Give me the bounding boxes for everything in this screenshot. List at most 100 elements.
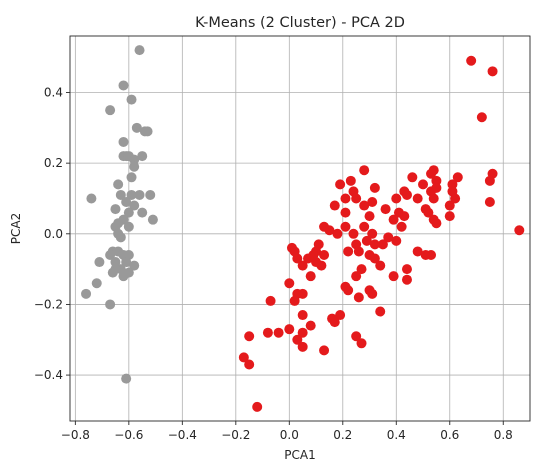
data-point xyxy=(118,80,129,91)
y-axis-ticks: −0.4 −0.2 0.0 0.2 0.4 xyxy=(34,86,70,382)
y-axis-label: PCA2 xyxy=(9,213,23,244)
data-point xyxy=(289,246,300,257)
x-tick-label: 0.8 xyxy=(494,428,513,442)
data-point xyxy=(367,288,378,299)
data-point xyxy=(484,197,495,208)
data-point xyxy=(375,260,386,271)
data-point xyxy=(319,221,330,232)
data-point xyxy=(426,168,437,179)
data-point xyxy=(134,45,145,56)
data-point xyxy=(332,228,343,239)
x-tick-label: 0.2 xyxy=(333,428,352,442)
data-point xyxy=(126,94,137,105)
y-tick-label: 0.0 xyxy=(44,227,63,241)
data-point xyxy=(303,253,314,264)
data-point xyxy=(359,200,370,211)
data-point xyxy=(284,278,295,289)
data-point xyxy=(142,126,153,137)
data-point xyxy=(359,221,370,232)
data-point xyxy=(369,253,380,264)
data-point xyxy=(418,179,429,190)
x-axis-ticks: −0.8 −0.6 −0.4 −0.2 0.0 0.2 0.4 0.6 0.8 xyxy=(61,421,513,442)
data-point xyxy=(86,193,97,204)
data-point xyxy=(265,295,276,306)
data-point xyxy=(340,221,351,232)
data-point xyxy=(431,218,442,229)
data-point xyxy=(105,105,116,116)
x-tick-label: −0.4 xyxy=(168,428,197,442)
data-point xyxy=(81,288,92,299)
data-point xyxy=(289,295,300,306)
data-point xyxy=(514,225,525,236)
data-point xyxy=(129,260,140,271)
data-point xyxy=(407,172,418,183)
data-point xyxy=(447,179,458,190)
data-point xyxy=(361,235,372,246)
data-point xyxy=(292,334,303,345)
data-point xyxy=(484,175,495,186)
chart-title: K-Means (2 Cluster) - PCA 2D xyxy=(195,15,405,31)
data-point xyxy=(351,331,362,342)
data-point xyxy=(105,249,116,260)
data-point xyxy=(412,246,423,257)
data-point xyxy=(305,320,316,331)
data-point xyxy=(340,207,351,218)
data-point xyxy=(137,151,148,162)
x-tick-label: −0.2 xyxy=(221,428,250,442)
x-tick-label: 0.0 xyxy=(280,428,299,442)
data-point xyxy=(353,292,364,303)
data-point xyxy=(273,327,284,338)
grid xyxy=(70,36,530,421)
data-point xyxy=(356,338,367,349)
data-point xyxy=(353,246,364,257)
data-point xyxy=(107,267,118,278)
data-point xyxy=(147,214,158,225)
data-point xyxy=(110,257,121,268)
data-point xyxy=(476,112,487,123)
data-point xyxy=(329,200,340,211)
data-point xyxy=(284,324,295,335)
data-point xyxy=(401,189,412,200)
data-point xyxy=(399,211,410,222)
data-point xyxy=(351,193,362,204)
data-point xyxy=(121,373,132,384)
data-point xyxy=(343,246,354,257)
plot-frame xyxy=(69,35,531,422)
data-point xyxy=(311,257,322,268)
data-point xyxy=(369,182,380,193)
data-point xyxy=(297,310,308,321)
data-point xyxy=(121,197,132,208)
data-point xyxy=(375,306,386,317)
data-point xyxy=(450,193,461,204)
data-point xyxy=(388,214,399,225)
data-point xyxy=(431,182,442,193)
data-point xyxy=(388,271,399,282)
data-point xyxy=(115,189,126,200)
data-point xyxy=(297,260,308,271)
data-point xyxy=(351,271,362,282)
data-point xyxy=(367,197,378,208)
data-point xyxy=(369,239,380,250)
data-point xyxy=(391,235,402,246)
data-point xyxy=(118,271,129,282)
data-point xyxy=(487,66,498,77)
data-point xyxy=(129,161,140,172)
data-point xyxy=(345,175,356,186)
cluster-series-0 xyxy=(81,45,158,384)
data-point xyxy=(428,193,439,204)
data-point xyxy=(113,179,124,190)
data-point xyxy=(134,189,145,200)
data-point xyxy=(391,193,402,204)
data-point xyxy=(145,189,156,200)
data-point xyxy=(377,239,388,250)
data-point xyxy=(252,401,263,412)
y-tick-label: 0.2 xyxy=(44,156,63,170)
data-point xyxy=(426,249,437,260)
data-point xyxy=(305,271,316,282)
x-tick-label: 0.6 xyxy=(440,428,459,442)
data-point xyxy=(327,313,338,324)
data-point xyxy=(123,221,134,232)
data-point xyxy=(129,200,140,211)
x-axis-label: PCA1 xyxy=(284,448,315,462)
